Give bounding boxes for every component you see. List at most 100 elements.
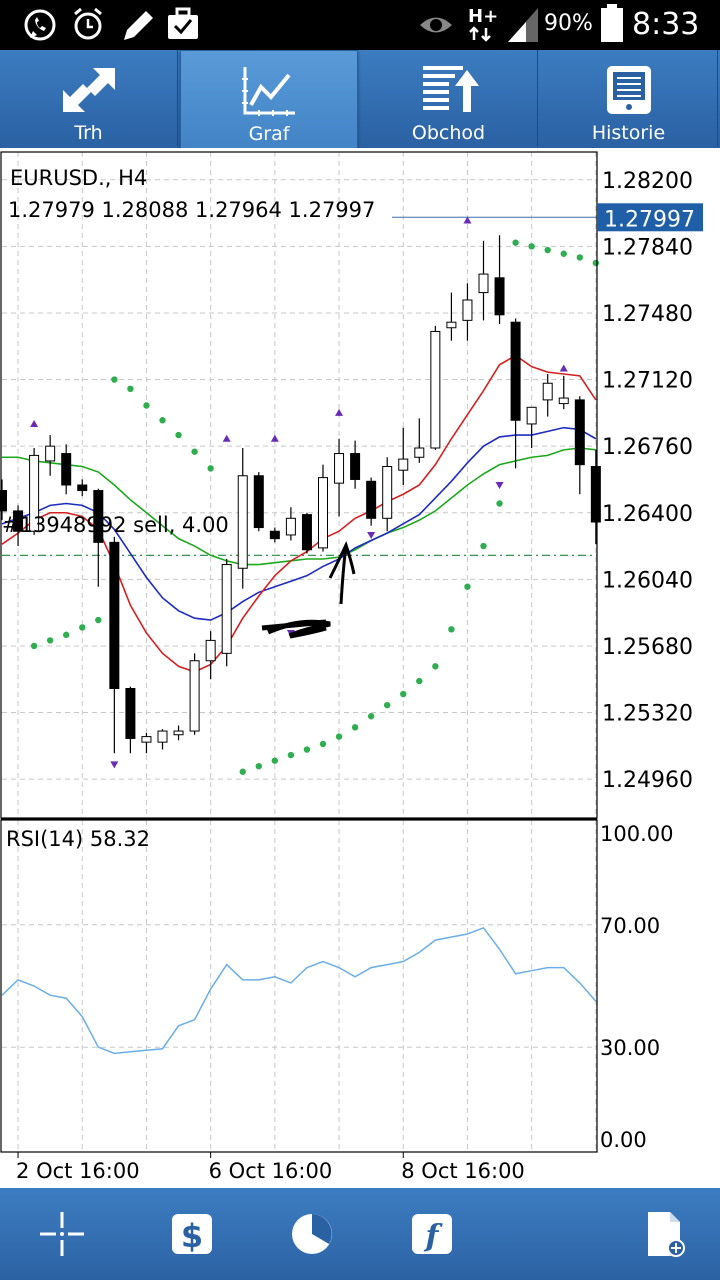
- rsi-tick-label: 100.00: [600, 822, 673, 846]
- sar-dot: [30, 642, 38, 650]
- eye-icon: [420, 17, 452, 33]
- clock-icon[interactable]: [284, 1206, 340, 1262]
- candle-bullish: [285, 517, 296, 536]
- history-icon: [606, 66, 651, 114]
- candle-bullish: [382, 466, 393, 519]
- price-tick-label: 1.27120: [602, 369, 693, 394]
- signal-icon: [508, 8, 538, 42]
- fractal-up-marker: [559, 364, 568, 372]
- candle-bearish: [93, 490, 104, 543]
- alarm-icon: [74, 7, 102, 40]
- symbol-label: EURUSD., H4: [10, 166, 147, 190]
- candle-bearish: [253, 475, 264, 529]
- sar-dot: [95, 616, 102, 624]
- rsi-tick-label: 70.00: [600, 914, 660, 938]
- rsi-panel: [1, 926, 597, 1055]
- rsi-chart-frame: [0, 819, 598, 1153]
- candle-bullish: [205, 639, 216, 662]
- candle-bullish: [526, 406, 537, 425]
- tab-obchod[interactable]: Obchod: [360, 50, 538, 146]
- candle-bearish: [494, 277, 505, 316]
- tab-graf[interactable]: Graf: [180, 50, 358, 160]
- time-axis-label: 2 Oct 16:00: [16, 1159, 140, 1183]
- candle-bullish: [221, 564, 232, 654]
- rsi-line: [1, 926, 597, 1055]
- candle-bullish: [237, 475, 248, 569]
- sar-dot: [464, 583, 471, 590]
- candle-bearish: [350, 453, 361, 480]
- candle-bearish: [366, 480, 377, 519]
- whatsapp-icon: [24, 9, 56, 41]
- chart-area[interactable]: 1.28200 1.27840 1.27480 1.27120 1.26760 1.264…: [0, 0, 720, 1188]
- fractal-down-marker: [495, 482, 504, 489]
- sar-dot: [560, 250, 567, 257]
- tab-label: Historie: [591, 122, 666, 144]
- tab-historie[interactable]: Historie: [540, 50, 718, 146]
- candle-bullish: [558, 397, 569, 405]
- tab-label: Obchod: [411, 122, 486, 144]
- candle-bullish: [398, 458, 409, 471]
- sar-dot: [303, 746, 311, 753]
- sar-dot: [432, 663, 439, 670]
- sar-dot: [175, 431, 182, 439]
- chart-background: [0, 148, 720, 1188]
- drawn-scribble: [261, 619, 331, 639]
- crosshair-icon[interactable]: [34, 1206, 90, 1262]
- bottom-toolbar: $ f: [0, 1188, 720, 1280]
- sar-dot: [384, 701, 391, 709]
- candle-bullish: [334, 453, 345, 484]
- sar-dot: [127, 385, 134, 392]
- fractal-down-marker: [110, 761, 119, 769]
- candle-bearish: [0, 490, 7, 512]
- sar-dot: [191, 448, 198, 455]
- parabolic-sar: [30, 239, 600, 775]
- sar-dot: [576, 254, 583, 261]
- sar-dot: [46, 637, 54, 644]
- sar-dot: [79, 624, 86, 631]
- time-axis-label: 8 Oct 16:00: [401, 1159, 525, 1183]
- fractal-up-marker: [270, 434, 279, 442]
- function-icon[interactable]: f: [404, 1206, 460, 1262]
- price-tick-label: 1.26040: [602, 568, 693, 593]
- candle-bullish: [414, 447, 425, 458]
- rsi-label: RSI(14) 58.32: [6, 827, 150, 851]
- sar-dot: [448, 626, 455, 633]
- top-navigation: Trh Graf Obchod Historie: [0, 50, 720, 160]
- candle-bullish: [462, 299, 473, 321]
- current-price-label: 1.27997: [604, 207, 695, 232]
- candle-bearish: [125, 688, 136, 739]
- battery-icon: [601, 4, 623, 42]
- add-document-icon[interactable]: [636, 1206, 692, 1262]
- sar-dot: [592, 259, 600, 267]
- candle-bullish: [189, 660, 200, 732]
- candle-bullish: [430, 330, 441, 449]
- candle-bearish: [13, 510, 24, 532]
- candle-bearish: [574, 399, 585, 466]
- chart-icon: [242, 67, 295, 116]
- time-axis-label: 6 Oct 16:00: [209, 1159, 333, 1183]
- candles: [0, 235, 601, 754]
- sar-dot: [335, 733, 343, 740]
- pencil-icon: [124, 11, 153, 40]
- candle-bullish: [318, 477, 328, 549]
- candle-bullish: [542, 382, 553, 401]
- price-tick-label: 1.26760: [602, 435, 693, 460]
- candle-bullish: [157, 730, 168, 743]
- candle-bearish: [590, 466, 601, 523]
- svg-text:$: $: [181, 1217, 203, 1255]
- candle-bullish: [141, 736, 152, 743]
- sar-dot: [271, 757, 279, 764]
- network-icon: H+: [468, 6, 498, 42]
- tab-trh[interactable]: Trh: [0, 50, 178, 146]
- sar-dot: [239, 768, 246, 775]
- rsi-tick-label: 30.00: [600, 1036, 660, 1060]
- candle-bearish: [510, 321, 521, 421]
- price-tick-label: 1.28200: [602, 169, 693, 194]
- tab-label: Trh: [74, 122, 103, 144]
- sar-dot: [528, 243, 535, 250]
- price-tick-label: 1.25320: [602, 702, 693, 727]
- candle-bullish: [173, 730, 184, 736]
- sar-dot: [512, 239, 519, 246]
- sar-dot: [207, 465, 214, 472]
- dollar-icon[interactable]: $: [164, 1206, 220, 1262]
